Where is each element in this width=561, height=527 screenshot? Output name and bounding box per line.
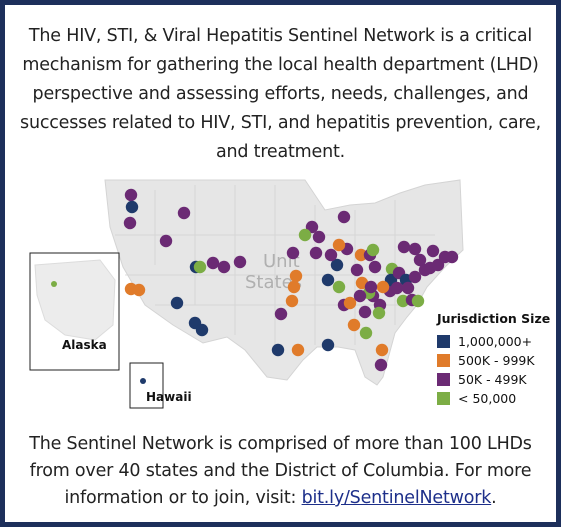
lhd-markers: [123, 188, 459, 372]
alaska-marker: [51, 281, 57, 287]
outro-text: The Sentinel Network is comprised of mor…: [17, 431, 544, 512]
lhd-marker: [431, 258, 445, 272]
legend-label: < 50,000: [458, 391, 517, 406]
lhd-marker: [233, 255, 247, 269]
lhd-marker: [332, 238, 346, 252]
lhd-marker: [397, 240, 411, 254]
lhd-marker: [159, 234, 173, 248]
legend-label: 500K - 999K: [458, 353, 535, 368]
lhd-marker: [375, 343, 389, 357]
lhd-marker: [324, 248, 338, 262]
lhd-marker: [396, 294, 410, 308]
lhd-marker: [358, 305, 372, 319]
intro-text: The HIV, STI, & Viral Hepatitis Sentinel…: [20, 26, 541, 162]
lhd-marker: [426, 244, 440, 258]
lhd-marker: [298, 228, 312, 242]
lhd-marker: [125, 200, 139, 214]
hawaii-label: Hawaii: [146, 390, 192, 404]
lhd-marker: [170, 296, 184, 310]
legend-label: 50K - 499K: [458, 372, 527, 387]
lhd-marker: [343, 296, 357, 310]
lhd-marker: [408, 242, 422, 256]
lhd-marker: [285, 294, 299, 308]
lhd-marker: [193, 260, 207, 274]
lhd-marker: [271, 343, 285, 357]
lhd-marker: [291, 343, 305, 357]
alaska-label: Alaska: [62, 338, 107, 352]
legend-item-large: 1,000,000+: [437, 332, 556, 351]
legend-swatch: [437, 354, 450, 367]
legend-swatch: [437, 335, 450, 348]
legend-label: 1,000,000+: [458, 334, 533, 349]
lhd-marker: [337, 210, 351, 224]
hawaii-inset: [129, 362, 164, 409]
legend-item-medium-large: 500K - 999K: [437, 351, 556, 370]
map-land: [104, 179, 464, 386]
lhd-marker: [364, 280, 378, 294]
lhd-marker: [195, 323, 209, 337]
lhd-marker: [287, 280, 301, 294]
lhd-marker: [374, 358, 388, 372]
lhd-marker: [401, 281, 415, 295]
alaska-land: [34, 259, 116, 341]
lhd-marker: [286, 246, 300, 260]
lhd-marker: [366, 243, 380, 257]
lhd-marker: [408, 270, 422, 284]
sentinel-network-link[interactable]: bit.ly/SentinelNetwork: [301, 488, 492, 508]
lhd-marker: [289, 269, 303, 283]
lhd-marker: [354, 248, 368, 262]
legend-item-small: < 50,000: [437, 389, 556, 408]
legend-item-medium: 50K - 499K: [437, 370, 556, 389]
lhd-marker: [206, 256, 220, 270]
outro-body: The Sentinel Network is comprised of mor…: [29, 434, 532, 508]
lhd-marker: [330, 258, 344, 272]
lhd-marker: [413, 253, 427, 267]
lhd-marker: [123, 216, 137, 230]
lhd-marker: [177, 206, 191, 220]
lhd-marker: [347, 318, 361, 332]
country-label-line2: States: [245, 272, 302, 293]
hawaii-marker: [140, 378, 146, 384]
lhd-marker: [305, 220, 319, 234]
lhd-marker: [359, 326, 373, 340]
lhd-marker: [372, 306, 386, 320]
lhd-marker: [368, 260, 382, 274]
lhd-marker: [124, 188, 138, 202]
lhd-marker: [312, 230, 326, 244]
lhd-marker: [332, 280, 346, 294]
legend-swatch: [437, 373, 450, 386]
legend-swatch: [437, 392, 450, 405]
lhd-marker: [445, 250, 459, 264]
lhd-marker: [321, 273, 335, 287]
lhd-marker: [321, 338, 335, 352]
legend: Jurisdiction Size 1,000,000+ 500K - 999K…: [437, 311, 556, 408]
lhd-marker: [390, 281, 404, 295]
sentinel-network-map: Unit States Alaska Hawaii: [29, 179, 464, 409]
lhd-marker: [350, 263, 364, 277]
lhd-marker: [411, 294, 425, 308]
lhd-marker: [274, 307, 288, 321]
lhd-marker: [376, 280, 390, 294]
lhd-marker: [132, 283, 146, 297]
lhd-marker: [217, 260, 231, 274]
legend-title: Jurisdiction Size: [437, 311, 551, 326]
lhd-marker: [353, 289, 367, 303]
outro-end: .: [491, 488, 497, 508]
lhd-marker: [309, 246, 323, 260]
